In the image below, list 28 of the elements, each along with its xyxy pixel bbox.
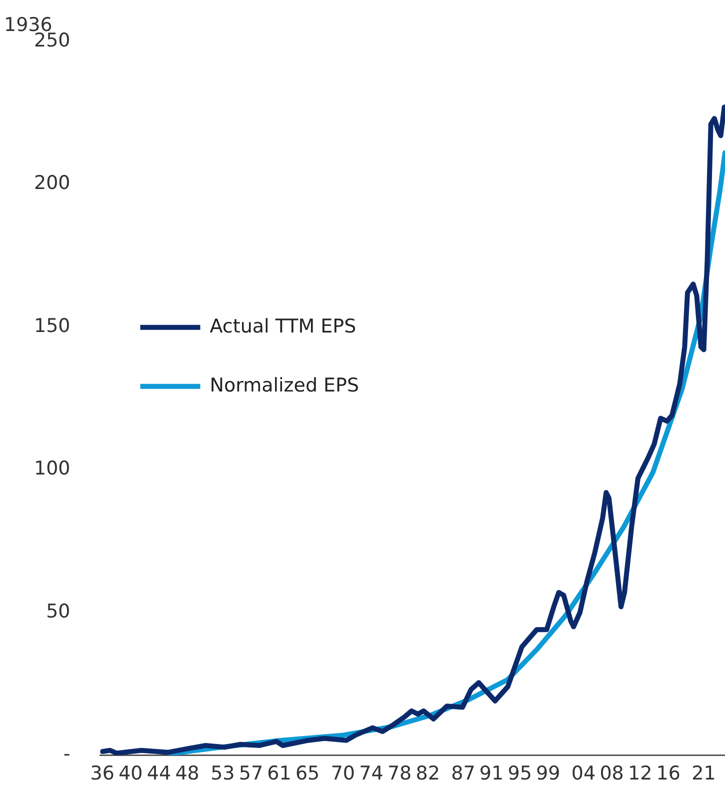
y-tick-label: 150 — [34, 314, 70, 337]
x-tick-label: 08 — [600, 762, 624, 785]
x-tick-label: 95 — [508, 762, 532, 785]
legend-label: Normalized EPS — [210, 374, 360, 396]
x-tick-label: 61 — [267, 762, 292, 785]
x-tick-label: 53 — [210, 762, 235, 785]
x-tick-label: 57 — [238, 762, 264, 785]
x-tick-label: 74 — [359, 762, 384, 785]
x-tick-label: 48 — [175, 762, 200, 785]
x-tick-label: 36 — [90, 762, 114, 785]
x-tick-label: 04 — [571, 762, 596, 785]
y-tick-label: 200 — [34, 172, 70, 194]
y-tick-label: 100 — [34, 458, 70, 480]
legend-label: Actual TTM EPS — [210, 315, 356, 338]
x-tick-label: 70 — [330, 762, 356, 785]
x-tick-label: 21 — [692, 762, 716, 785]
x-tick-label: 65 — [295, 762, 320, 785]
x-tick-label: 40 — [118, 762, 143, 785]
x-tick-label: 12 — [628, 762, 652, 785]
x-tick-label: 87 — [451, 762, 476, 785]
x-tick-label: 16 — [656, 762, 680, 785]
y-tick-label: 50 — [46, 600, 70, 622]
y-tick-label: - — [63, 743, 70, 766]
x-tick-label: 82 — [416, 762, 440, 785]
x-tick-label: 91 — [479, 762, 504, 785]
x-tick-label: 99 — [536, 762, 560, 785]
x-tick-label: 78 — [387, 762, 412, 785]
x-tick-label: 44 — [146, 762, 172, 785]
